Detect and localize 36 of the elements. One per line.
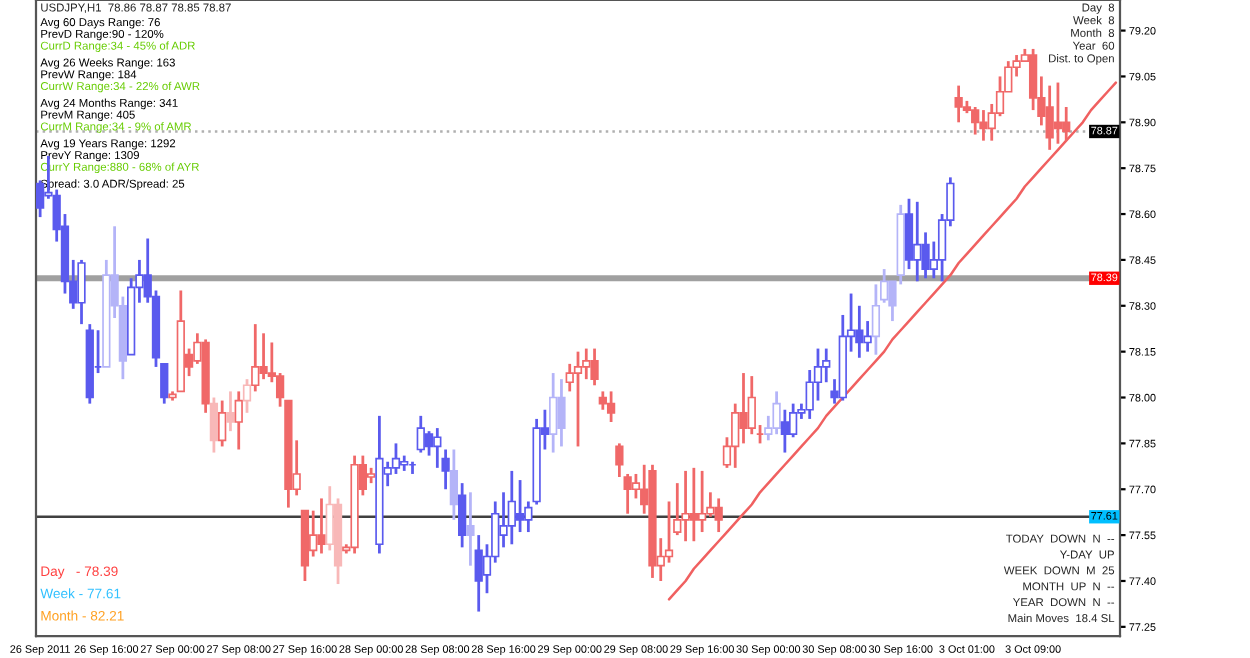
candlestick bbox=[979, 108, 988, 143]
candlestick bbox=[251, 322, 260, 393]
candlestick bbox=[772, 390, 781, 436]
candlestick bbox=[689, 466, 698, 543]
candlestick bbox=[209, 396, 219, 454]
candlestick bbox=[697, 469, 707, 534]
candlestick bbox=[954, 84, 963, 124]
candlestick bbox=[606, 390, 616, 424]
candlestick bbox=[780, 408, 790, 454]
candlestick bbox=[458, 481, 467, 549]
candlestick bbox=[474, 533, 483, 613]
candlestick bbox=[557, 377, 566, 448]
candlestick bbox=[871, 282, 881, 357]
candlestick bbox=[590, 347, 599, 387]
candlestick bbox=[971, 105, 980, 136]
candlestick bbox=[681, 469, 690, 543]
candlestick bbox=[77, 258, 86, 326]
candlestick bbox=[466, 490, 475, 568]
candlestick bbox=[1045, 84, 1054, 152]
candlestick bbox=[226, 390, 235, 433]
line-series bbox=[667, 81, 1118, 601]
candlestick bbox=[449, 448, 459, 522]
candlestick bbox=[515, 478, 525, 534]
candlestick bbox=[317, 497, 326, 555]
candlestick bbox=[714, 497, 723, 534]
candlestick bbox=[507, 469, 516, 546]
candlestick bbox=[433, 426, 442, 470]
candlestick bbox=[416, 414, 425, 454]
candlestick bbox=[747, 374, 756, 436]
candlestick bbox=[259, 331, 268, 381]
candlestick bbox=[913, 200, 922, 283]
candlestick bbox=[739, 371, 748, 445]
candlestick bbox=[234, 390, 243, 451]
candlestick bbox=[549, 371, 558, 454]
candlestick bbox=[218, 399, 227, 448]
candlestick bbox=[573, 350, 583, 448]
